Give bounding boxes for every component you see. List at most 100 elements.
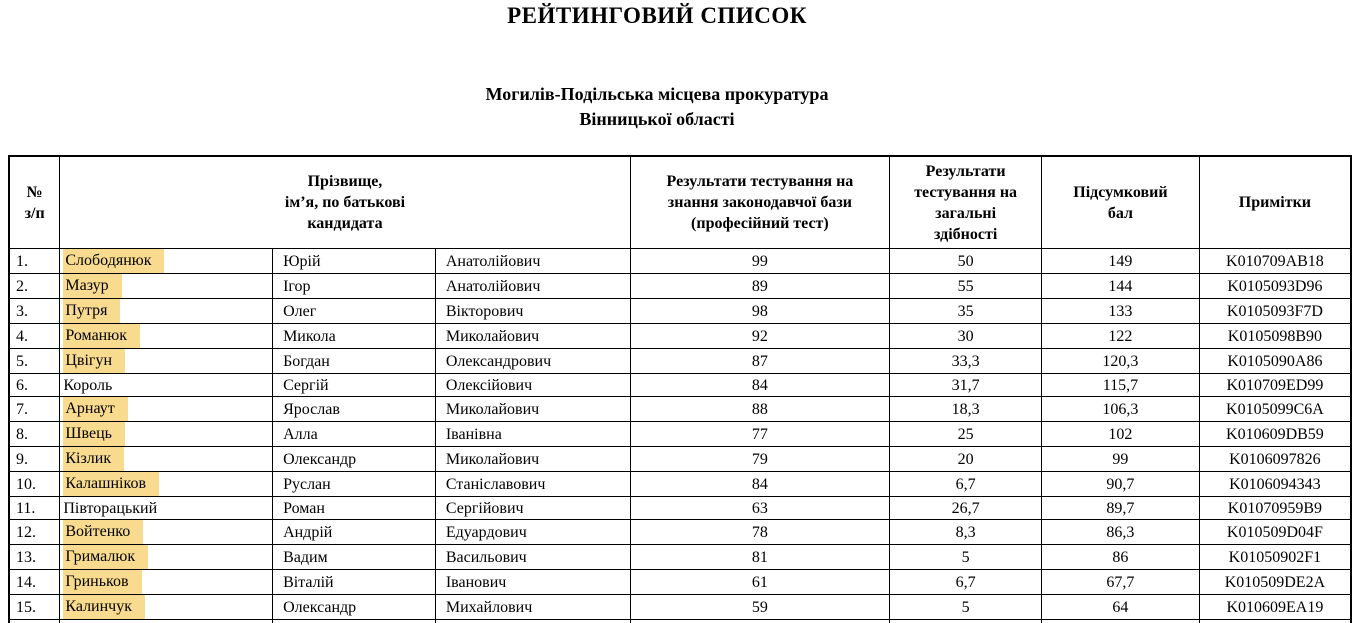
cell-surname: Цвігун <box>59 348 274 374</box>
table-row: 9. Кізлик Олександр Миколайович 79 20 99… <box>8 446 1352 472</box>
cell-patronymic: Олександрович <box>434 619 631 623</box>
cell-patronymic: Васильович <box>434 544 631 570</box>
cell-first-name: Юрій <box>272 248 436 274</box>
table-row: 13. Грималюк Вадим Васильович 81 5 86 K0… <box>8 544 1352 570</box>
cell-note: K01070940BB <box>1198 619 1352 623</box>
cell-surname: Гриньков <box>59 569 274 595</box>
cell-first-name: Ярослав <box>272 396 436 422</box>
cell-row-number: 9. <box>8 446 61 472</box>
cell-total-score: 144 <box>1041 273 1200 299</box>
cell-total-score: 64 <box>1041 594 1200 620</box>
column-header-notes: Примітки <box>1198 155 1352 249</box>
table-row: 12. Войтенко Андрій Едуардович 78 8,3 86… <box>8 519 1352 545</box>
cell-prof-test-score: 79 <box>629 446 891 472</box>
cell-row-number: 14. <box>8 569 61 595</box>
table-row: 14. Гриньков Віталій Іванович 61 6,7 67,… <box>8 569 1352 595</box>
surname-text: Войтенко <box>63 520 144 544</box>
cell-row-number: 12. <box>8 519 61 545</box>
cell-surname: Півторацький <box>59 496 274 520</box>
cell-surname: Швець <box>59 421 274 447</box>
cell-surname: Грималюк <box>59 544 274 570</box>
header-row: № з/п Прізвище, ім’я, по батькові кандид… <box>8 155 1352 249</box>
cell-general-test-score: 33,3 <box>889 348 1042 374</box>
surname-text: Кізлик <box>63 447 125 471</box>
cell-first-name: Олександр <box>272 446 436 472</box>
surname-text: Півторацький <box>63 499 158 517</box>
surname-text: Грималюк <box>63 545 149 569</box>
cell-surname: Арнаут <box>59 396 274 422</box>
cell-first-name: Руслан <box>272 471 436 497</box>
surname-text: Гриньков <box>63 570 142 594</box>
page-subtitle: Могилів-Подільська місцева прокуратура В… <box>485 84 829 129</box>
cell-row-number: 4. <box>8 323 61 349</box>
cell-row-number: 5. <box>8 348 61 374</box>
cell-patronymic: Миколайович <box>434 446 631 472</box>
cell-total-score: 122 <box>1041 323 1200 349</box>
table-row: 5. Цвігун Богдан Олександрович 87 33,3 1… <box>8 348 1352 374</box>
table-row: 3. Путря Олег Вікторович 98 35 133 K0105… <box>8 298 1352 324</box>
cell-row-number: 7. <box>8 396 61 422</box>
cell-note: K0105098B90 <box>1198 323 1352 349</box>
document-heading: РЕЙТИНГОВИЙ СПИСОК <box>0 0 1314 30</box>
column-header-general-test: Результати тестування на загальні здібно… <box>889 155 1042 249</box>
cell-first-name: Богдан <box>272 348 436 374</box>
column-header-total: Підсумковий бал <box>1041 155 1200 249</box>
cell-first-name: Сергій <box>272 373 436 397</box>
column-header-candidate-name: Прізвище, ім’я, по батькові кандидата <box>59 155 631 249</box>
table-header: № з/п Прізвище, ім’я, по батькові кандид… <box>8 155 1352 249</box>
cell-prof-test-score: 98 <box>629 298 891 324</box>
cell-prof-test-score: 81 <box>629 544 891 570</box>
cell-general-test-score: 8,3 <box>889 519 1042 545</box>
cell-patronymic: Іванівна <box>434 421 631 447</box>
cell-general-test-score: 18,3 <box>889 619 1042 623</box>
cell-general-test-score: 5 <box>889 544 1042 570</box>
cell-note: K010509D04F <box>1198 519 1352 545</box>
cell-prof-test-score: 88 <box>629 396 891 422</box>
cell-total-score: 102 <box>1041 421 1200 447</box>
table-row: 8. Швець Алла Іванівна 77 25 102 K010609… <box>8 421 1352 447</box>
cell-prof-test-score: 92 <box>629 323 891 349</box>
cell-total-score: 120,3 <box>1041 348 1200 374</box>
cell-surname: Король <box>59 373 274 397</box>
cell-note: K010609DB59 <box>1198 421 1352 447</box>
cell-patronymic: Едуардович <box>434 519 631 545</box>
table-row: 7. Арнаут Ярослав Миколайович 88 18,3 10… <box>8 396 1352 422</box>
column-header-row-number: № з/п <box>8 155 61 249</box>
cell-prof-test-score: 78 <box>629 519 891 545</box>
cell-prof-test-score: 99 <box>629 248 891 274</box>
cell-general-test-score: 6,7 <box>889 569 1042 595</box>
table-row: 4. Романюк Микола Миколайович 92 30 122 … <box>8 323 1352 349</box>
cell-note: K010709AB18 <box>1198 248 1352 274</box>
cell-note: K0105093F7D <box>1198 298 1352 324</box>
cell-first-name: Вадим <box>272 544 436 570</box>
cell-prof-test-score: 44 <box>629 619 891 623</box>
table-row: 2. Мазур Ігор Анатолійович 89 55 144 K01… <box>8 273 1352 299</box>
cell-row-number: 8. <box>8 421 61 447</box>
surname-text: Калашніков <box>63 472 159 496</box>
cell-surname: Войтенко <box>59 519 274 545</box>
cell-general-test-score: 50 <box>889 248 1042 274</box>
cell-first-name: Віталій <box>272 569 436 595</box>
cell-first-name: Роман <box>272 496 436 520</box>
surname-text: Цвігун <box>63 349 126 373</box>
table-row: 1. Слободянюк Юрій Анатолійович 99 50 14… <box>8 248 1352 274</box>
cell-first-name: Ігор <box>272 273 436 299</box>
cell-surname: Кізлик <box>59 446 274 472</box>
table-row: 6. Король Сергій Олексійович 84 31,7 115… <box>8 373 1352 397</box>
cell-row-number: 2. <box>8 273 61 299</box>
cell-note: K0105090A86 <box>1198 348 1352 374</box>
cell-total-score: 67,7 <box>1041 569 1200 595</box>
cell-surname: Слободянюк <box>59 248 274 274</box>
cell-patronymic: Сергійович <box>434 496 631 520</box>
cell-patronymic: Вікторович <box>434 298 631 324</box>
cell-note: K010609EA19 <box>1198 594 1352 620</box>
surname-text: Слободянюк <box>63 249 165 273</box>
cell-row-number: 11. <box>8 496 61 520</box>
table-row: 15. Калинчук Олександр Михайлович 59 5 6… <box>8 594 1352 620</box>
cell-total-score: 149 <box>1041 248 1200 274</box>
cell-general-test-score: 35 <box>889 298 1042 324</box>
rating-table: № з/п Прізвище, ім’я, по батькові кандид… <box>8 155 1352 623</box>
page-title: РЕЙТИНГОВИЙ СПИСОК <box>507 3 807 28</box>
cell-general-test-score: 55 <box>889 273 1042 299</box>
cell-prof-test-score: 61 <box>629 569 891 595</box>
